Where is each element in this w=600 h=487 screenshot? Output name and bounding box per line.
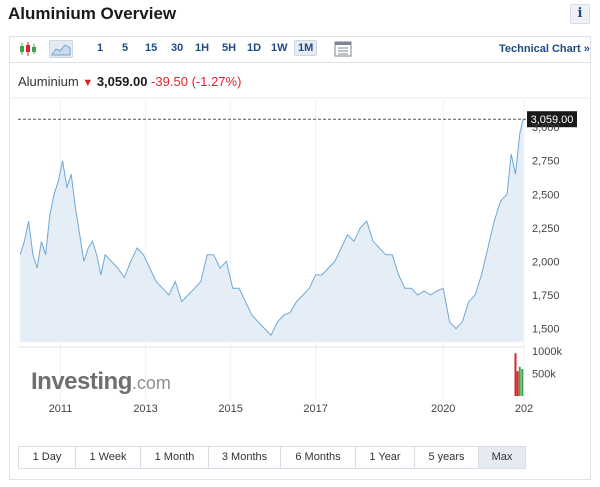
period-1[interactable]: 1 <box>97 42 104 54</box>
volume-bar <box>514 353 517 396</box>
down-arrow-icon: ▼ <box>82 77 94 89</box>
last-price-tag-label: 3,059.00 <box>531 114 574 126</box>
y-tick-label: 1,500 <box>532 324 560 336</box>
range-1-week[interactable]: 1 Week <box>75 446 140 469</box>
y-tick-label: 1,750 <box>532 290 560 302</box>
chart-frame <box>9 36 591 480</box>
period-1w[interactable]: 1W <box>271 42 288 54</box>
instrument-name: Aluminium <box>18 74 79 89</box>
period-1m[interactable]: 1M <box>294 40 318 56</box>
range-1-day[interactable]: 1 Day <box>18 446 75 469</box>
candlestick-icon[interactable] <box>17 40 39 58</box>
period-1d[interactable]: 1D <box>247 42 262 54</box>
area-chart-icon[interactable] <box>49 40 73 58</box>
price-area <box>20 119 524 342</box>
x-tick-label: 2015 <box>218 403 242 415</box>
x-tick-label: 2013 <box>133 403 157 415</box>
period-5h[interactable]: 5H <box>222 42 237 54</box>
period-15[interactable]: 15 <box>145 42 158 54</box>
last-price: 3,059.00 <box>96 74 148 89</box>
x-tick-label: 202 <box>515 403 533 415</box>
range-3-months[interactable]: 3 Months <box>208 446 280 469</box>
logo-suffix: .com <box>131 373 171 393</box>
technical-chart-link[interactable]: Technical Chart » <box>499 43 590 55</box>
volume-bar <box>518 366 521 396</box>
page-title: Aluminium Overview <box>8 4 177 23</box>
logo-main: Investing <box>31 368 132 395</box>
last-price-tag <box>527 111 577 128</box>
info-icon[interactable]: i <box>570 4 590 24</box>
y-tick-label: 2,250 <box>532 223 560 235</box>
y-tick-label: 2,000 <box>532 256 560 268</box>
range-1-month[interactable]: 1 Month <box>140 446 208 469</box>
time-range-selector: 1 Day 1 Week 1 Month 3 Months 6 Months 1… <box>18 446 526 469</box>
range-max[interactable]: Max <box>478 446 526 469</box>
price-change: -39.50 <box>151 74 188 89</box>
y-tick-label: 2,500 <box>532 189 560 201</box>
y-tick-label: 2,750 <box>532 156 560 168</box>
chart-toolbar: 1 5 15 30 1H 5H 1D 1W 1M Technical Chart… <box>9 36 591 63</box>
volume-bar <box>516 371 519 396</box>
volume-tick-label: 1000k <box>532 346 562 358</box>
x-tick-label: 2011 <box>49 403 73 415</box>
x-tick-label: 2017 <box>303 403 327 415</box>
quote-line: Aluminium ▼ 3,059.00 -39.50 (-1.27%) <box>18 74 241 89</box>
range-1-year[interactable]: 1 Year <box>355 446 414 469</box>
period-1h[interactable]: 1H <box>195 42 210 54</box>
range-5-years[interactable]: 5 years <box>414 446 478 469</box>
investing-logo: Investing.com <box>31 368 171 398</box>
volume-bar <box>521 369 524 396</box>
volume-tick-label: 500k <box>532 369 556 381</box>
table-view-icon[interactable] <box>332 40 354 58</box>
range-6-months[interactable]: 6 Months <box>280 446 355 469</box>
price-change-pct: (-1.27%) <box>191 74 242 89</box>
period-5[interactable]: 5 <box>122 42 129 54</box>
y-tick-label: 3,000 <box>532 122 560 134</box>
price-line <box>19 119 524 337</box>
x-tick-label: 2020 <box>431 403 455 415</box>
period-30[interactable]: 30 <box>171 42 184 54</box>
